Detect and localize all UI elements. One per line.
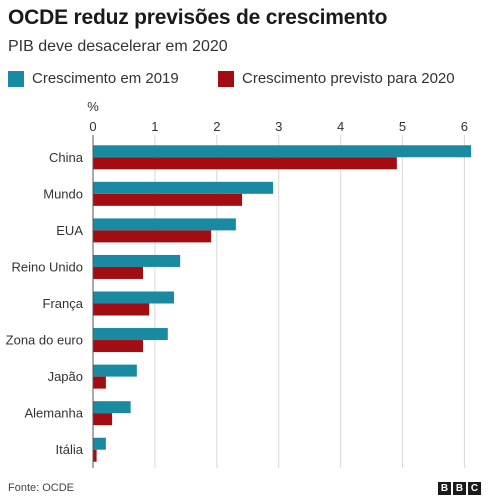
bar-2020 <box>93 376 106 389</box>
category-label: Japão <box>48 369 83 384</box>
bar-2019 <box>93 364 137 377</box>
category-label: Itália <box>56 442 84 457</box>
category-label: Reino Unido <box>11 259 83 274</box>
legend-item-2020: Crescimento previsto para 2020 <box>218 70 455 87</box>
legend-swatch-2020 <box>218 70 234 87</box>
legend-swatch-2019 <box>8 70 24 87</box>
legend-label-2019: Crescimento em 2019 <box>32 70 179 87</box>
bar-2020 <box>93 230 212 243</box>
bar-2020 <box>93 157 397 170</box>
x-tick-label: 5 <box>399 119 406 134</box>
bar-2019 <box>93 328 168 341</box>
chart-subtitle: PIB deve desacelerar em 2020 <box>8 38 228 55</box>
bar-2020 <box>93 266 144 279</box>
bar-2019 <box>93 145 472 158</box>
x-tick-label: 3 <box>275 119 282 134</box>
chart-title: OCDE reduz previsões de crescimento <box>8 6 388 29</box>
category-label: EUA <box>56 223 83 238</box>
source-note: Fonte: OCDE <box>8 482 75 494</box>
legend: Crescimento em 2019 Crescimento previsto… <box>8 70 488 90</box>
bar-2020 <box>93 193 243 206</box>
bar-2020 <box>93 413 113 426</box>
category-label: Mundo <box>43 186 83 201</box>
category-label: França <box>43 296 84 311</box>
bar-2019 <box>93 218 236 231</box>
x-unit-label: % <box>87 99 99 114</box>
x-tick-label: 6 <box>461 119 468 134</box>
x-tick-label: 2 <box>213 119 220 134</box>
bbc-logo-letter: B <box>453 482 466 495</box>
bar-chart: % 0 1 2 3 4 5 6 China Mundo EUA Reino Unido França Zo… <box>6 99 472 468</box>
bbc-logo: B B C <box>438 482 481 495</box>
bbc-logo-letter: C <box>468 482 481 495</box>
bar-2020 <box>93 449 97 462</box>
category-label: Alemanha <box>24 406 83 421</box>
legend-item-2019: Crescimento em 2019 <box>8 70 179 87</box>
bar-2020 <box>93 340 144 353</box>
x-tick-label: 0 <box>89 119 96 134</box>
bbc-logo-letter: B <box>438 482 451 495</box>
category-label: China <box>49 150 84 165</box>
bar-2019 <box>93 291 174 304</box>
x-tick-label: 4 <box>337 119 344 134</box>
bar-2019 <box>93 437 106 450</box>
bar-2019 <box>93 254 181 267</box>
category-label: Zona do euro <box>6 333 83 348</box>
bar-2019 <box>93 401 131 414</box>
bar-2020 <box>93 303 150 316</box>
x-tick-label: 1 <box>151 119 158 134</box>
bar-2019 <box>93 181 274 194</box>
legend-label-2020: Crescimento previsto para 2020 <box>242 70 455 87</box>
